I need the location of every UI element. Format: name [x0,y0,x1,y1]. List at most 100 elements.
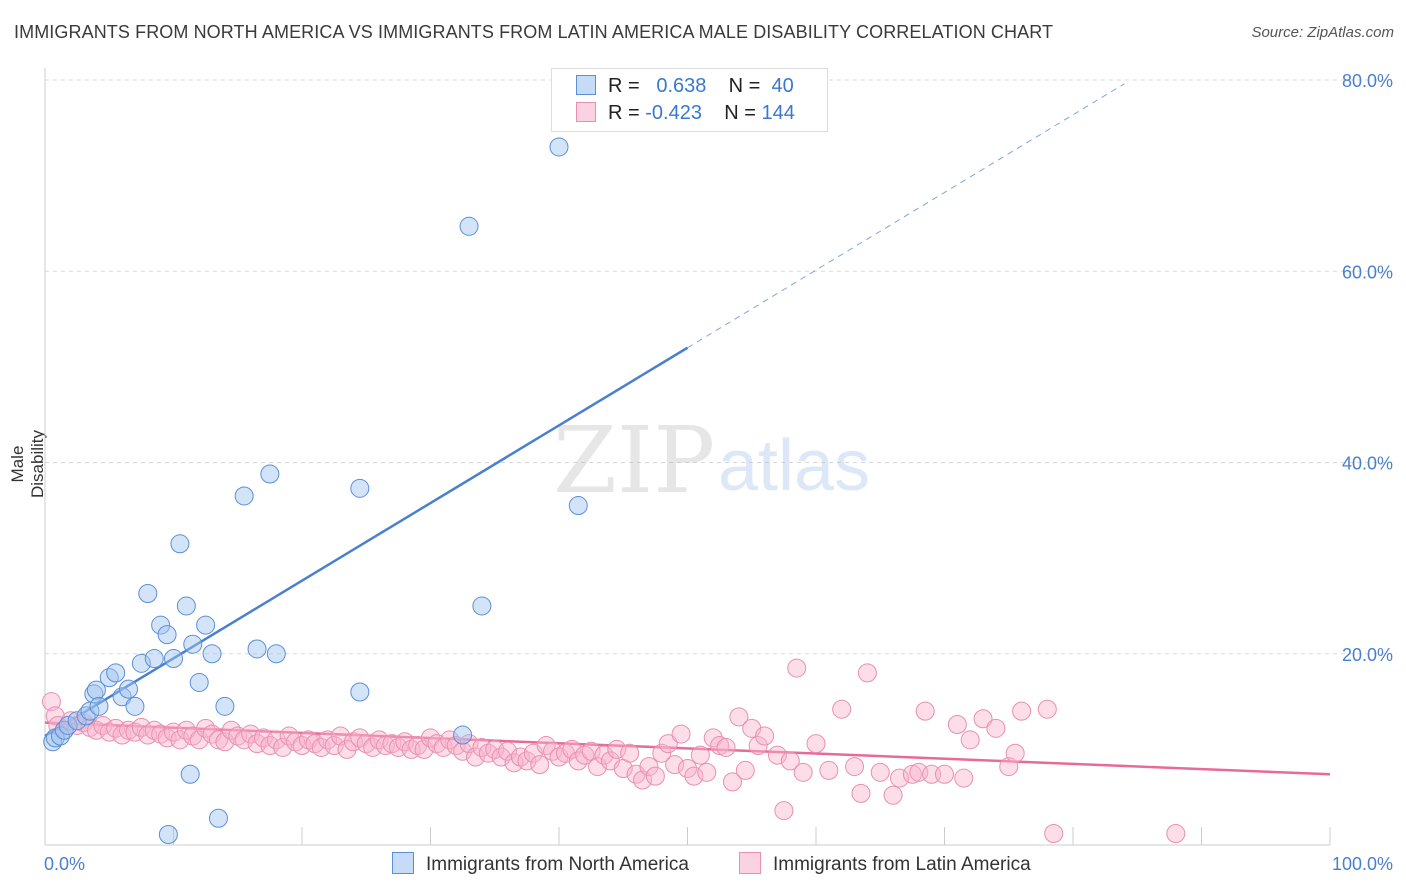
point-latin-america [678,759,697,778]
point-latin-america [774,801,794,821]
point-latin-america [690,745,710,765]
grid-lines [45,79,1392,655]
point-north-america [131,653,151,673]
point-north-america [67,711,87,731]
point-north-america [350,478,370,498]
point-latin-america [562,739,582,759]
point-latin-america [954,768,974,788]
point-latin-america [453,741,473,761]
point-latin-america [729,707,749,727]
point-latin-america [414,739,434,759]
legend-r-label: R = [608,102,640,124]
point-north-america [453,725,473,745]
point-latin-america [465,747,485,767]
y-tick-label: 60.0% [1342,262,1393,282]
point-latin-america [1166,824,1186,844]
point-north-america [170,534,190,554]
point-latin-america [935,764,954,784]
point-latin-america [665,755,685,775]
point-latin-america [960,730,980,750]
point-north-america [138,584,158,604]
point-latin-america [395,732,415,752]
point-north-america [89,696,109,716]
point-north-america [196,615,216,635]
point-latin-america [119,720,139,740]
point-north-america [472,596,492,616]
point-latin-america [1044,824,1064,844]
point-latin-america [588,757,608,777]
point-north-america [58,715,78,735]
point-north-america [234,486,254,506]
point-latin-america [890,768,910,788]
point-latin-america [658,734,678,754]
point-latin-america [780,751,800,771]
point-latin-america [208,730,228,750]
y-tick-label: 20.0% [1342,645,1393,665]
watermark: ZIP atlas [553,407,870,514]
point-latin-america [170,730,190,750]
point-latin-america [671,724,691,744]
point-latin-america [652,743,672,763]
x-tick-label: 0.0% [44,854,85,874]
point-latin-america [684,766,704,786]
point-latin-america [639,757,659,777]
x-tick-label: 100.0% [1332,854,1393,874]
legend-swatch-blue [576,75,596,95]
trend-line-north-america [44,346,689,738]
point-latin-america [517,751,537,771]
point-latin-america [806,734,826,754]
point-latin-america [337,739,357,759]
point-latin-america [645,766,665,786]
point-north-america [158,824,178,844]
point-north-america [202,644,222,664]
point-north-america [260,464,280,484]
bottom-legend-latin-america[interactable]: Immigrants from Latin America [739,852,1031,876]
source-label: Source: ZipAtlas.com [1251,24,1394,41]
point-latin-america [722,772,742,792]
point-north-america [549,137,569,157]
legend-n-value: 40 [771,75,794,97]
point-north-america [86,680,106,700]
legend-r-value: -0.423 [645,102,702,124]
bottom-legend-north-america[interactable]: Immigrants from North America [392,852,689,876]
point-latin-america [915,701,935,721]
point-latin-america [324,736,344,756]
point-latin-america [973,709,993,729]
watermark-atlas: atlas [718,426,870,506]
point-latin-america [883,785,903,805]
chart-title: IMMIGRANTS FROM NORTH AMERICA VS IMMIGRA… [14,22,1054,42]
legend-n-value: 144 [761,102,795,124]
legend-label: Immigrants from Latin America [773,854,1031,875]
point-north-america [247,639,267,659]
point-latin-america [620,743,640,763]
legend-r-label: R = [608,75,640,97]
point-latin-america [716,737,736,757]
point-north-america [125,696,145,716]
point-north-america [568,496,588,516]
watermark-zip: ZIP [553,407,715,514]
point-latin-america [735,760,755,780]
point-latin-america [266,730,286,750]
point-latin-america [189,730,209,750]
data-points [41,137,1186,844]
point-north-america [180,764,200,784]
point-north-america [350,682,370,702]
point-latin-america [607,739,627,759]
point-latin-america [131,717,151,737]
point-latin-america [1037,699,1057,719]
legend-swatch-blue [392,852,414,874]
point-latin-america [787,658,807,678]
point-latin-america [1005,743,1025,763]
point-latin-america [845,757,865,777]
point-latin-america [703,728,723,748]
point-latin-america [215,732,235,752]
point-latin-america [530,755,550,775]
point-latin-america [748,736,768,756]
point-latin-america [947,715,967,735]
point-north-america [189,672,209,692]
x-tick-labels: 0.0% 100.0% [44,854,1393,874]
point-north-america [215,696,235,716]
point-latin-america [986,718,1006,738]
legend-row-latin-america: R = -0.423 N = 144 [576,102,795,128]
